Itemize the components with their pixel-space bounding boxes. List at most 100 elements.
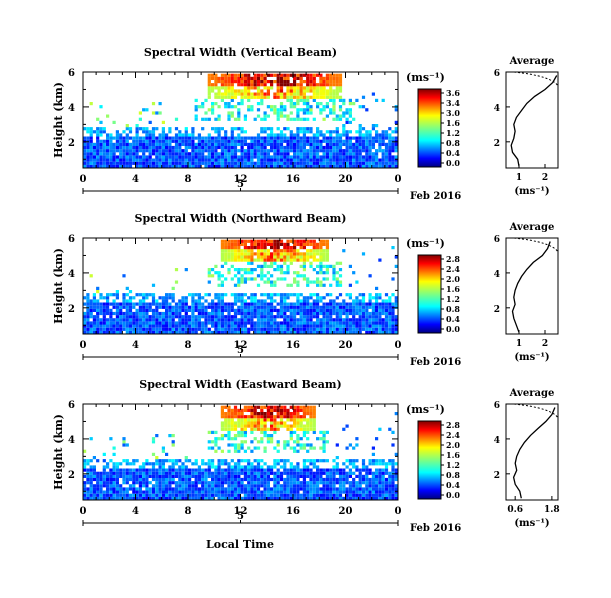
heatmap-cell: [96, 490, 100, 494]
heatmap-cell: [227, 424, 231, 428]
heatmap-cell: [286, 155, 290, 159]
heatmap-cell: [132, 324, 136, 328]
heatmap-cell: [240, 321, 244, 325]
heatmap-cell: [237, 149, 241, 153]
heatmap-cell: [204, 145, 208, 150]
heatmap-cell: [207, 493, 211, 497]
heatmap-cell: [335, 261, 339, 265]
heatmap-cell: [332, 490, 336, 494]
y-tick-label: 4: [68, 269, 75, 280]
heatmap-cell: [260, 318, 264, 322]
heatmap-cell: [92, 456, 96, 460]
heatmap-cell: [394, 471, 398, 475]
heatmap-cell: [211, 105, 215, 109]
heatmap-cell: [260, 302, 264, 306]
heatmap-cell: [214, 145, 218, 150]
heatmap-cell: [227, 418, 231, 422]
heatmap-cell: [345, 327, 349, 331]
heatmap-cell: [191, 324, 195, 328]
heatmap-cell: [230, 277, 234, 281]
heatmap-cell: [394, 255, 398, 259]
heatmap-cell: [230, 155, 234, 159]
heatmap-cell: [181, 299, 185, 303]
heatmap-cell: [322, 443, 326, 447]
heatmap-cell: [250, 158, 254, 162]
heatmap-cell: [352, 446, 356, 450]
avg-y-tick-label: 2: [494, 471, 500, 481]
heatmap-cell: [161, 487, 165, 491]
heatmap-cell: [148, 152, 152, 156]
heatmap-cell: [263, 330, 267, 334]
heatmap-cell: [368, 133, 372, 137]
heatmap-cell: [296, 283, 300, 287]
heatmap-cell: [214, 302, 218, 306]
heatmap-cell: [302, 484, 306, 488]
heatmap-cell: [122, 321, 126, 325]
heatmap-cell: [178, 327, 182, 331]
heatmap-cell: [361, 127, 366, 131]
heatmap-cell: [338, 164, 343, 168]
heatmap-cell: [322, 76, 326, 80]
heatmap-cell: [230, 258, 234, 262]
heatmap-cell: [178, 330, 182, 334]
heatmap-cell: [174, 145, 179, 150]
heatmap-cell: [358, 468, 362, 472]
heatmap-cell: [181, 327, 185, 331]
heatmap-cell: [289, 111, 293, 115]
heatmap-cell: [174, 311, 179, 316]
heatmap-cell: [322, 158, 326, 162]
heatmap-cell: [138, 490, 142, 494]
heatmap-cell: [128, 327, 133, 331]
panel-title: Spectral Width (Vertical Beam): [144, 46, 337, 59]
heatmap-cell: [250, 408, 254, 412]
heatmap-cell: [276, 327, 280, 331]
heatmap-cell: [388, 149, 392, 153]
heatmap-cell: [86, 321, 90, 325]
heatmap-cell: [384, 155, 389, 159]
heatmap-cell: [368, 477, 372, 482]
heatmap-cell: [270, 418, 274, 422]
heatmap-cell: [197, 149, 201, 153]
heatmap-cell: [211, 318, 215, 322]
heatmap-cell: [348, 145, 352, 150]
heatmap-cell: [371, 136, 375, 140]
heatmap-cell: [151, 330, 156, 334]
heatmap-cell: [306, 83, 310, 87]
heatmap-cell: [89, 305, 93, 309]
heatmap-cell: [279, 152, 284, 156]
heatmap-cell: [201, 481, 205, 485]
heatmap-cell: [211, 481, 215, 485]
heatmap-cell: [201, 117, 205, 121]
heatmap-cell: [247, 487, 251, 491]
heatmap-cell: [109, 484, 113, 488]
heatmap-cell: [306, 80, 310, 84]
heatmap-cell: [279, 130, 284, 134]
heatmap-cell: [394, 496, 398, 500]
heatmap-cell: [227, 258, 231, 262]
heatmap-cell: [283, 330, 287, 334]
heatmap-cell: [378, 459, 382, 463]
heatmap-cell: [161, 446, 165, 450]
heatmap-cell: [181, 487, 185, 491]
x-axis: 0 4 8 12 16 20 0: [80, 238, 402, 351]
heatmap-cell: [155, 493, 159, 497]
heatmap-cell: [256, 139, 261, 143]
heatmap-cell: [217, 487, 221, 491]
heatmap-cell: [151, 311, 156, 316]
heatmap-cell: [319, 149, 323, 153]
heatmap-cell: [214, 80, 218, 84]
heatmap-cell: [214, 130, 218, 134]
heatmap-cell: [138, 321, 142, 325]
heatmap-cell: [217, 305, 221, 309]
heatmap-cell: [155, 136, 159, 140]
heatmap-cell: [224, 142, 228, 146]
heatmap-cell: [355, 465, 359, 469]
heatmap-cell: [125, 139, 129, 143]
heatmap-cell: [119, 149, 123, 153]
heatmap-cell: [293, 89, 297, 93]
heatmap-cell: [378, 487, 382, 491]
heatmap-cell: [368, 161, 372, 165]
heatmap-cell: [197, 311, 201, 316]
heatmap-cell: [306, 130, 310, 134]
heatmap-cell: [243, 318, 247, 322]
